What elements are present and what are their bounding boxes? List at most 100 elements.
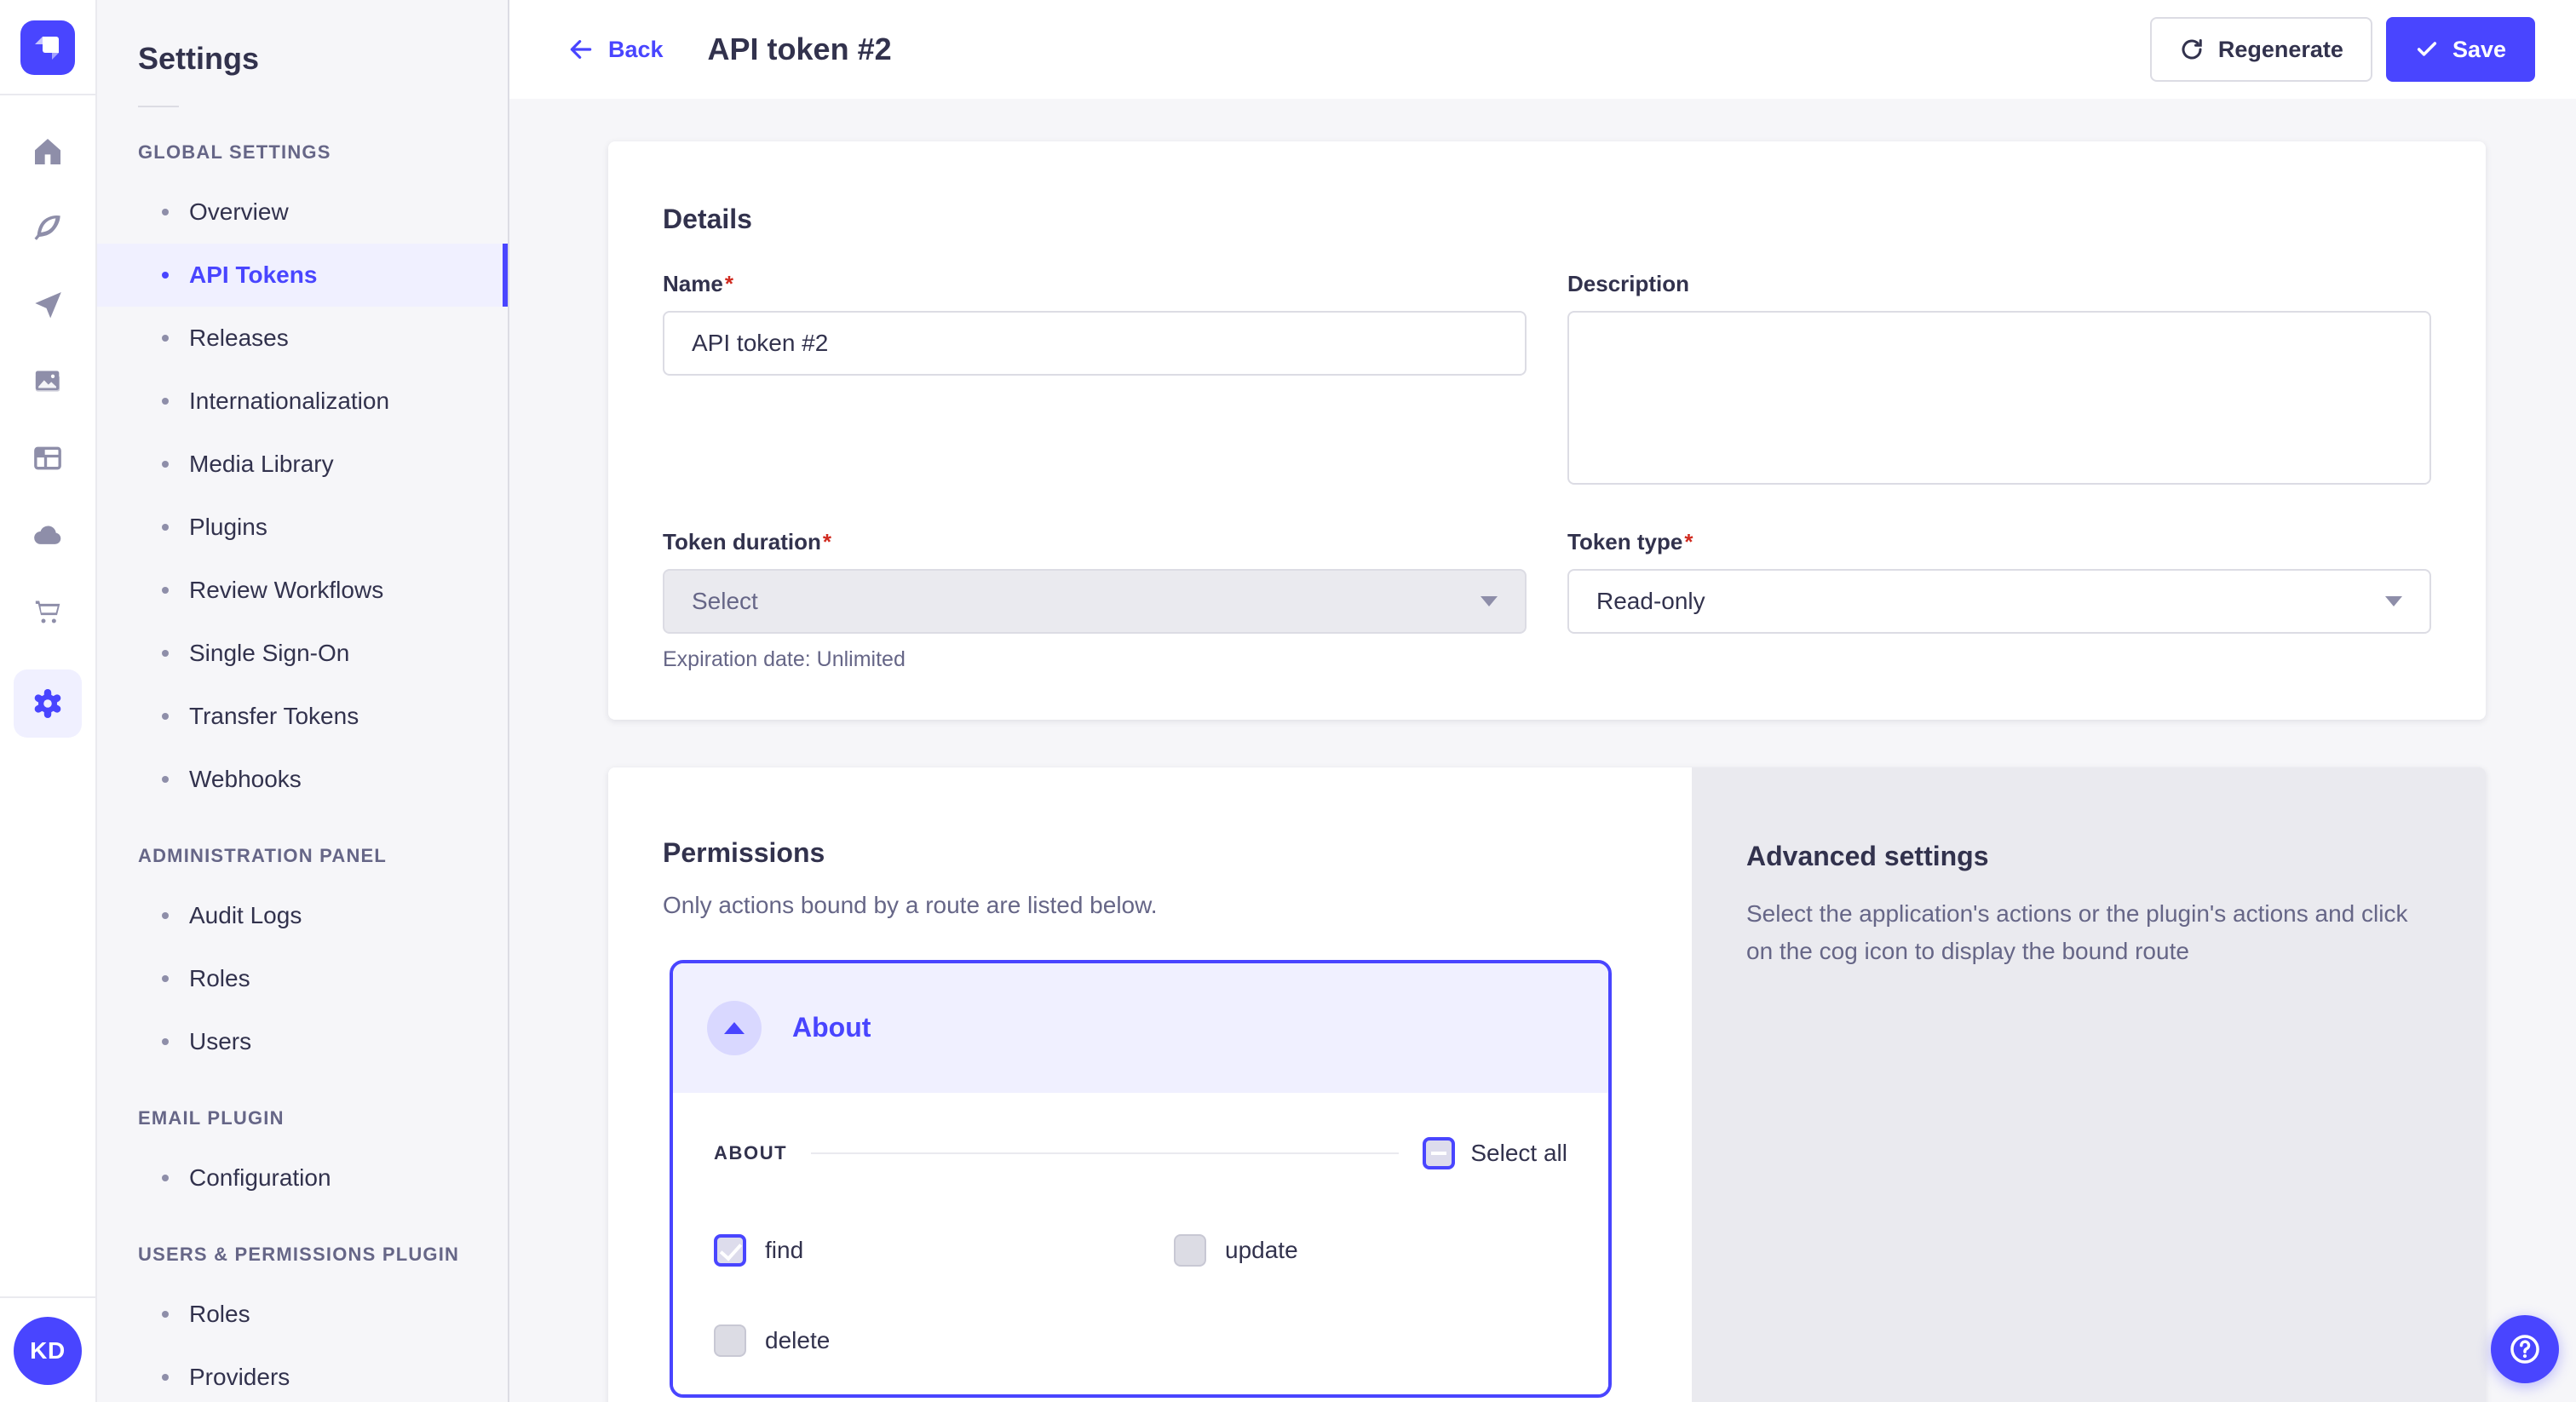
details-card: Details Name* Description (608, 141, 2486, 720)
action-label: find (765, 1236, 804, 1263)
duration-value: Select (692, 587, 758, 614)
sidebar-item-overview[interactable]: Overview (97, 181, 508, 244)
action-checkbox-find[interactable] (714, 1233, 746, 1267)
home-icon[interactable] (31, 135, 65, 169)
about-section-label: ABOUT (714, 1141, 788, 1164)
required-asterisk: * (1684, 528, 1693, 554)
regenerate-icon (2179, 37, 2205, 62)
details-form: Name* Description Token duration* (663, 271, 2431, 672)
duration-field-group: Token duration * Select Expiration date: … (663, 529, 1527, 672)
regenerate-label: Regenerate (2217, 36, 2343, 62)
sidebar-section-label: GLOBAL SETTINGS (138, 141, 331, 163)
bullet-dot-icon (162, 587, 169, 594)
cloud-icon[interactable] (31, 518, 65, 552)
settings-gear-icon[interactable] (14, 669, 82, 738)
accordion-about-header[interactable]: About (673, 962, 1608, 1093)
bullet-dot-icon (162, 776, 169, 783)
sidebar-item-review-workflows[interactable]: Review Workflows (97, 559, 508, 622)
sidebar-item-internationalization[interactable]: Internationalization (97, 370, 508, 433)
action-label: delete (765, 1326, 831, 1353)
bullet-dot-icon (162, 272, 169, 279)
check-icon (2415, 37, 2439, 61)
permissions-subtitle: Only actions bound by a route are listed… (663, 891, 1158, 918)
sidebar-section-label: EMAIL PLUGIN (138, 1107, 285, 1129)
back-link[interactable]: Back (567, 36, 664, 63)
sidebar-title-divider (138, 106, 179, 107)
sidebar-item-label: Overview (189, 198, 289, 225)
collapse-toggle-icon[interactable] (707, 1000, 762, 1055)
permissions-card: Permissions Only actions bound by a rout… (608, 767, 2486, 1402)
sidebar-item-providers[interactable]: Providers (97, 1346, 508, 1402)
back-label: Back (608, 36, 664, 62)
permissions-column: Permissions Only actions bound by a rout… (608, 767, 1692, 1402)
save-button[interactable]: Save (2385, 17, 2535, 82)
send-plane-icon[interactable] (31, 288, 65, 322)
type-field-group: Token type * Read-only (1567, 529, 2431, 672)
sidebar-item-users[interactable]: Users (97, 1010, 508, 1073)
page-header: Back API token #2 Regenerate Save (509, 0, 2576, 99)
content-scroll[interactable]: Details Name* Description (509, 99, 2576, 1402)
sidebar-item-api-tokens[interactable]: API Tokens (97, 244, 508, 307)
action-checkbox-update[interactable] (1174, 1233, 1206, 1267)
sidebar-item-releases[interactable]: Releases (97, 307, 508, 370)
help-button[interactable] (2491, 1315, 2559, 1383)
sidebar-item-label: Users (189, 1028, 252, 1054)
bullet-dot-icon (162, 1311, 169, 1318)
sidebar-item-plugins[interactable]: Plugins (97, 496, 508, 559)
bullet-dot-icon (162, 713, 169, 720)
content-feather-icon[interactable] (31, 211, 65, 245)
chevron-down-icon (1481, 595, 1498, 606)
action-delete[interactable]: delete (714, 1324, 1174, 1357)
sidebar-section-label: USERS & PERMISSIONS PLUGIN (138, 1244, 460, 1265)
page-title: API token #2 (707, 32, 892, 66)
accordion-about: About ABOUT Select all fin (670, 959, 1612, 1398)
action-checkbox-delete[interactable] (714, 1324, 746, 1357)
back-arrow-icon (567, 36, 595, 63)
strapi-logo-icon[interactable] (20, 20, 75, 75)
sidebar-item-label: Plugins (189, 514, 267, 540)
name-input[interactable] (663, 310, 1527, 376)
sidebar-item-media-library[interactable]: Media Library (97, 433, 508, 496)
name-label: Name * (663, 270, 733, 296)
marketplace-cart-icon[interactable] (31, 595, 65, 629)
sidebar-item-webhooks[interactable]: Webhooks (97, 748, 508, 811)
accordion-about-body: ABOUT Select all find update delete (673, 1092, 1608, 1394)
sidebar-item-transfer-tokens[interactable]: Transfer Tokens (97, 685, 508, 748)
select-all-control[interactable]: Select all (1423, 1136, 1567, 1169)
media-images-icon[interactable] (31, 365, 65, 399)
type-label: Token type * (1567, 528, 1693, 554)
action-find[interactable]: find (714, 1233, 1174, 1267)
duration-select[interactable]: Select (663, 568, 1527, 634)
select-all-checkbox[interactable] (1423, 1136, 1456, 1169)
bullet-dot-icon (162, 1038, 169, 1045)
section-divider (811, 1152, 1400, 1154)
layout-icon[interactable] (31, 441, 65, 475)
type-select[interactable]: Read-only (1567, 568, 2431, 634)
regenerate-button[interactable]: Regenerate (2149, 17, 2372, 82)
description-textarea[interactable] (1567, 310, 2431, 485)
description-label: Description (1567, 270, 1690, 296)
accordion-about-label: About (792, 1012, 871, 1043)
bullet-dot-icon (162, 1374, 169, 1381)
avatar[interactable]: KD (14, 1317, 82, 1385)
duration-helper: Expiration date: Unlimited (663, 646, 906, 671)
details-heading: Details (663, 203, 752, 234)
sidebar-item-roles[interactable]: Roles (97, 1283, 508, 1346)
sidebar-item-roles[interactable]: Roles (97, 947, 508, 1010)
sidebar-item-label: API Tokens (189, 261, 318, 288)
rail-nav (14, 135, 82, 738)
action-update[interactable]: update (1174, 1233, 1567, 1267)
sidebar-item-label: Audit Logs (189, 902, 302, 928)
sidebar-item-single-sign-on[interactable]: Single Sign-On (97, 622, 508, 685)
advanced-settings-body: Select the application's actions or the … (1746, 899, 2408, 964)
bullet-dot-icon (162, 975, 169, 982)
bullet-dot-icon (162, 335, 169, 342)
bullet-dot-icon (162, 398, 169, 405)
sidebar-item-configuration[interactable]: Configuration (97, 1146, 508, 1210)
question-circle-icon (2506, 1330, 2544, 1368)
permissions-heading: Permissions (663, 837, 825, 869)
sidebar-item-audit-logs[interactable]: Audit Logs (97, 884, 508, 947)
sidebar-item-label: Configuration (189, 1164, 331, 1191)
required-asterisk: * (822, 528, 831, 554)
